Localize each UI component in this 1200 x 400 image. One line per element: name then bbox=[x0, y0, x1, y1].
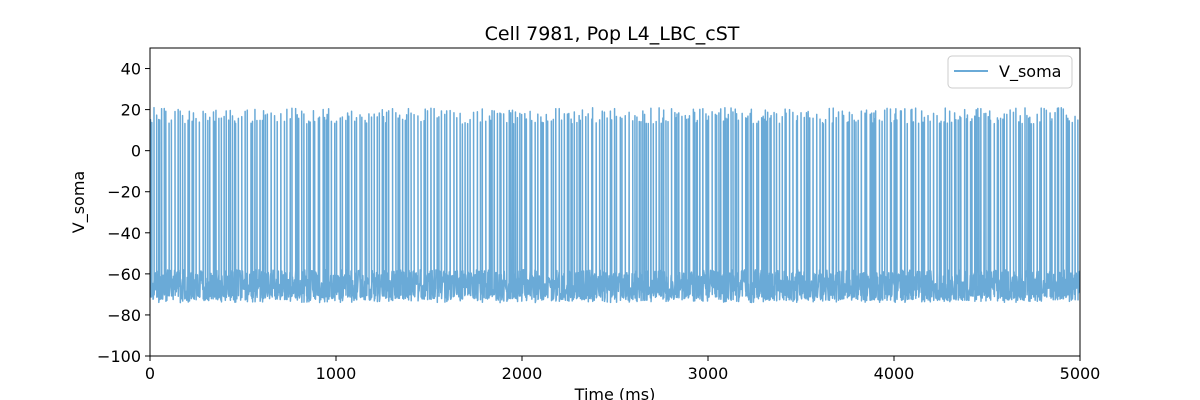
x-axis-ticks: 0 1000 2000 3000 4000 5000 bbox=[145, 356, 1100, 383]
x-tick-label: 3000 bbox=[688, 364, 729, 383]
x-axis-label: Time (ms) bbox=[574, 385, 656, 400]
y-tick-label: −40 bbox=[107, 224, 141, 243]
x-tick-label: 4000 bbox=[874, 364, 915, 383]
legend: V_soma bbox=[947, 55, 1073, 89]
x-tick-label: 2000 bbox=[502, 364, 543, 383]
legend-box bbox=[947, 55, 1073, 89]
legend-label: V_soma bbox=[999, 62, 1061, 82]
y-axis-ticks: −100 −80 −60 −40 −20 0 20 40 bbox=[97, 60, 150, 366]
y-tick-label: −60 bbox=[107, 265, 141, 284]
y-tick-label: 20 bbox=[121, 101, 141, 120]
x-tick-label: 1000 bbox=[316, 364, 357, 383]
x-tick-label: 0 bbox=[145, 364, 155, 383]
y-tick-label: 0 bbox=[131, 142, 141, 161]
y-tick-label: 40 bbox=[121, 60, 141, 79]
y-tick-label: −20 bbox=[107, 183, 141, 202]
y-tick-label: −80 bbox=[107, 306, 141, 325]
series-line-v-soma bbox=[150, 106, 1080, 304]
y-tick-label: −100 bbox=[97, 347, 141, 366]
y-axis-label: V_soma bbox=[69, 171, 89, 233]
chart-title: Cell 7981, Pop L4_LBC_cST bbox=[485, 23, 740, 45]
plot-area bbox=[150, 106, 1080, 304]
axes-frame bbox=[149, 47, 1081, 357]
x-tick-label: 5000 bbox=[1060, 364, 1101, 383]
